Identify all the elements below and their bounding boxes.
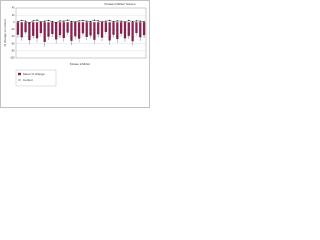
bar [24, 22, 27, 33]
bar [89, 22, 92, 36]
marker [109, 19, 111, 22]
marker [128, 19, 130, 22]
x-axis-label: Kinase inhibitor [70, 62, 91, 66]
marker [139, 20, 141, 22]
marker [36, 19, 38, 21]
marker [51, 20, 53, 23]
chart: Kinase Inhibitor Screen % change vs cont… [0, 0, 150, 108]
bar [47, 22, 50, 37]
bar [74, 22, 77, 37]
marker [70, 20, 73, 23]
bar [108, 22, 111, 41]
marker [120, 20, 122, 22]
plot-area [15, 7, 147, 59]
marker [47, 19, 50, 22]
line [17, 19, 145, 24]
bar [58, 22, 62, 36]
bar [97, 22, 100, 35]
bar [139, 22, 142, 38]
marker [124, 21, 126, 23]
marker [21, 19, 23, 22]
bar [104, 22, 107, 32]
bar [51, 22, 54, 35]
y-axis-label: % change vs control [3, 19, 7, 46]
bar [123, 22, 127, 39]
bar [39, 22, 42, 33]
y-tick-label: -40 [11, 35, 15, 38]
marker [143, 20, 145, 23]
bar [93, 22, 96, 40]
bar [112, 22, 115, 35]
marker [67, 19, 69, 21]
marker [78, 20, 80, 22]
marker [63, 20, 65, 22]
marker [101, 21, 103, 23]
bar [77, 22, 81, 39]
marker [40, 21, 42, 23]
bar [131, 22, 134, 42]
bar [66, 22, 69, 33]
y-tick-label: 20 [12, 14, 15, 17]
chart-title: Kinase Inhibitor Screen [104, 2, 135, 6]
marker [93, 19, 95, 21]
bar [116, 22, 119, 40]
y-tick-label: -20 [11, 28, 15, 31]
bar [28, 22, 31, 41]
marker [97, 20, 99, 22]
bar [142, 22, 146, 36]
marker [24, 20, 27, 22]
bar [35, 22, 39, 39]
marker [135, 20, 138, 22]
marker [55, 22, 57, 24]
bar [70, 22, 73, 41]
marker [44, 20, 46, 22]
marker [132, 20, 134, 23]
marker [86, 20, 88, 22]
bar [85, 22, 88, 37]
legend-box [15, 69, 57, 87]
marker [28, 22, 30, 24]
legend-swatch [18, 72, 21, 76]
y-tick-label: 0 [13, 21, 15, 24]
marker [89, 20, 92, 23]
bar [120, 22, 123, 34]
bar [16, 22, 20, 35]
marker [82, 19, 84, 22]
marker [112, 20, 115, 23]
marker [74, 21, 76, 23]
bar [127, 22, 130, 36]
bar [135, 22, 138, 33]
marker [17, 20, 19, 23]
y-tick-label: -80 [11, 50, 15, 53]
bar [81, 22, 85, 34]
y-tick-label: -60 [11, 42, 15, 45]
bar [62, 22, 65, 38]
legend-label: Control [23, 78, 33, 82]
legend-label: Mean % change [23, 72, 45, 76]
marker [32, 20, 34, 22]
y-tick-label: 40 [12, 7, 15, 10]
y-tick-label: -100 [9, 57, 15, 60]
bar [100, 22, 104, 38]
bar [43, 22, 46, 42]
bar [55, 22, 58, 40]
bar [20, 22, 23, 38]
bar [32, 22, 35, 36]
marker [116, 20, 118, 22]
marker [59, 20, 61, 22]
marker [105, 20, 107, 22]
